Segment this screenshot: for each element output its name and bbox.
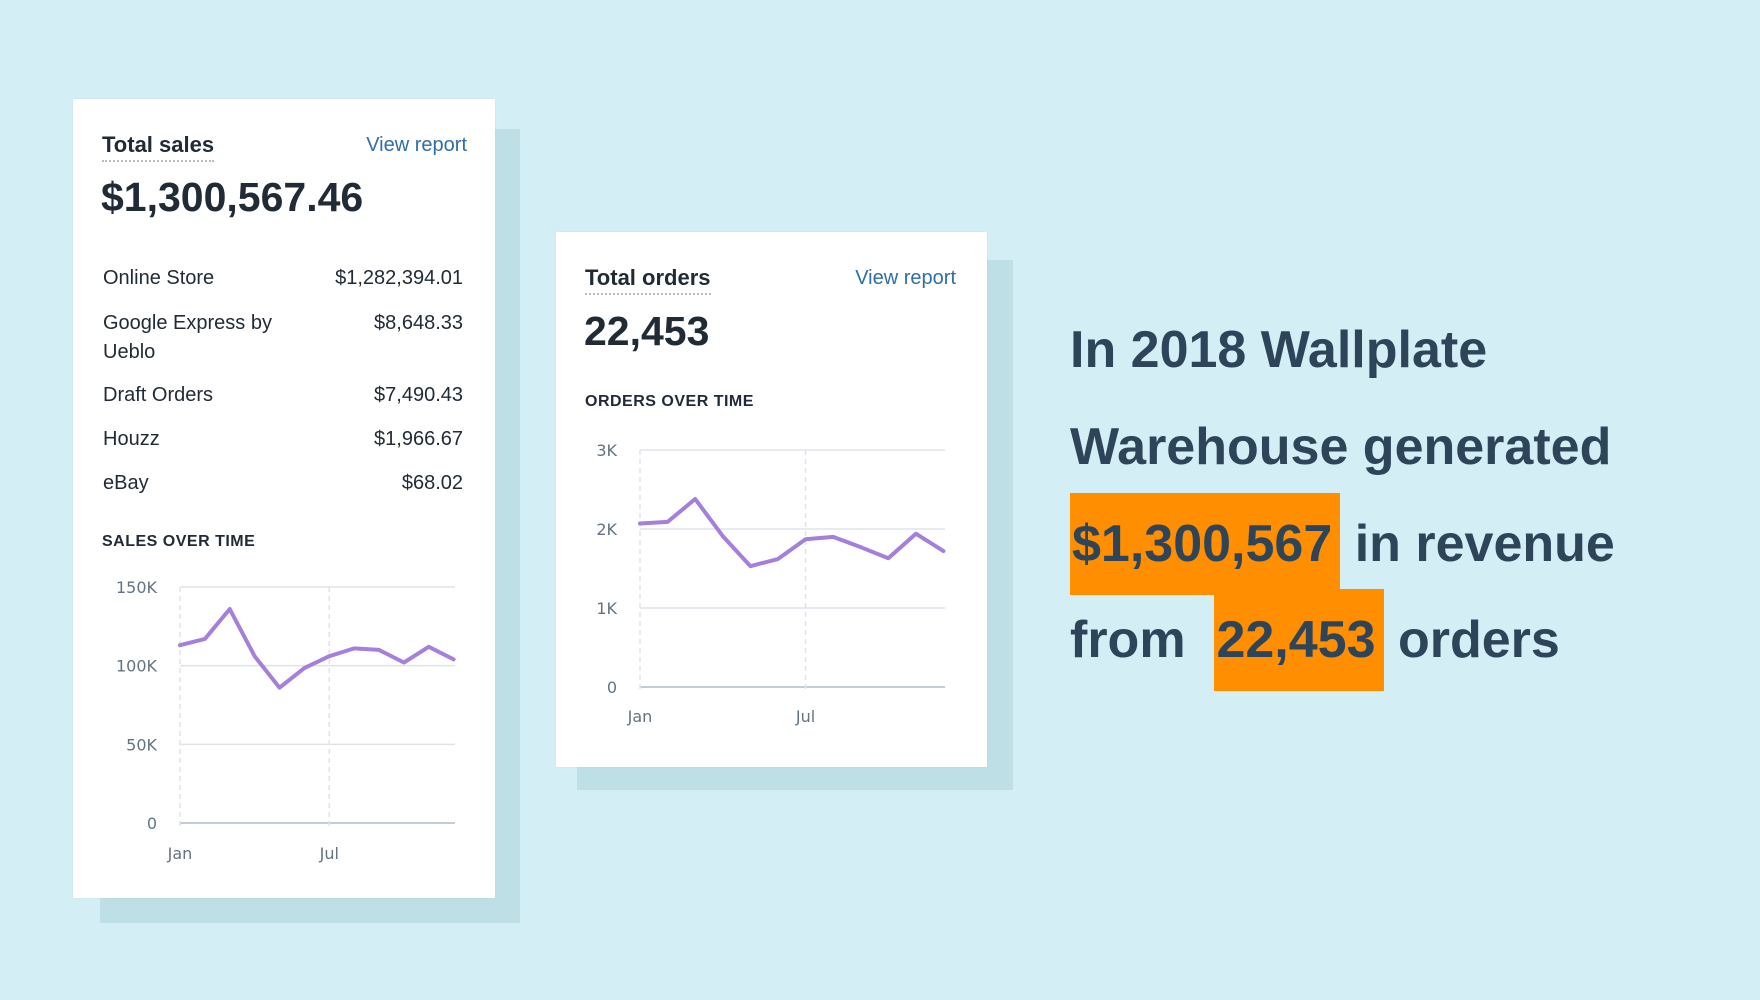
y-tick-label: 2K — [596, 520, 617, 539]
revenue-highlight: $1,300,567 — [1070, 493, 1341, 595]
x-tick-label: Jul — [795, 707, 815, 726]
total-orders-card: Total orders View report 22,453 ORDERS O… — [556, 232, 987, 767]
card-title: Total sales — [102, 132, 215, 162]
headline-text: in revenue — [1354, 515, 1615, 573]
headline-text: from — [1070, 611, 1186, 669]
channel-value: $1,966.67 — [374, 428, 463, 450]
total-orders-value: 22,453 — [584, 308, 710, 354]
channel-value: $7,490.43 — [374, 384, 463, 406]
channel-label: eBay — [103, 472, 149, 494]
orders-highlight: 22,453 — [1214, 589, 1384, 691]
orders-over-time-chart: 0 1K 2K 3K Jan Jul — [596, 441, 946, 726]
view-report-link[interactable]: View report — [855, 267, 956, 289]
channel-value: $1,282,394.01 — [335, 267, 463, 289]
headline-line-1: In 2018 Wallplate — [1070, 321, 1488, 379]
sales-channel-row: Houzz $1,966.67 — [103, 425, 463, 454]
chart-title: ORDERS OVER TIME — [585, 393, 754, 410]
card-title: Total orders — [585, 265, 711, 295]
channel-label: Online Store — [103, 267, 215, 289]
y-tick-label: 3K — [596, 441, 617, 460]
view-report-link[interactable]: View report — [366, 134, 467, 156]
channel-value: $68.02 — [401, 472, 463, 494]
sales-over-time-chart: 0 50K 100K 150K Jan Jul — [116, 578, 456, 863]
y-tick-label: 0 — [147, 814, 157, 833]
x-tick-label: Jan — [167, 844, 193, 863]
x-tick-label: Jul — [319, 844, 339, 863]
chart-title: SALES OVER TIME — [102, 533, 256, 550]
total-sales-card: Total sales View report $1,300,567.46 On… — [73, 99, 495, 898]
headline-line-2: Warehouse generated — [1070, 418, 1612, 476]
sales-channel-row: Draft Orders $7,490.43 — [103, 381, 463, 410]
series-line — [638, 496, 946, 569]
sales-channel-row: Online Store $1,282,394.01 — [103, 264, 463, 293]
channel-value: $8,648.33 — [374, 312, 463, 334]
channel-label: Google Express by Ueblo — [103, 312, 272, 363]
sales-channel-row: Google Express by Ueblo $8,648.33 — [103, 309, 463, 367]
y-tick-label: 100K — [116, 657, 158, 676]
channel-label: Houzz — [103, 428, 160, 450]
headline-line-3: $1,300,567 in revenue — [1070, 493, 1615, 595]
headline-text: orders — [1397, 611, 1560, 669]
channel-label: Draft Orders — [103, 384, 214, 406]
series-line — [178, 607, 456, 690]
y-tick-label: 50K — [126, 735, 157, 754]
sales-channel-row: eBay $68.02 — [103, 469, 463, 498]
x-tick-label: Jan — [627, 707, 653, 726]
y-tick-label: 0 — [607, 678, 617, 697]
y-tick-label: 1K — [596, 599, 617, 618]
headline-line-4: from 22,453 orders — [1070, 589, 1560, 691]
y-tick-label: 150K — [116, 578, 158, 597]
total-sales-value: $1,300,567.46 — [101, 174, 364, 220]
